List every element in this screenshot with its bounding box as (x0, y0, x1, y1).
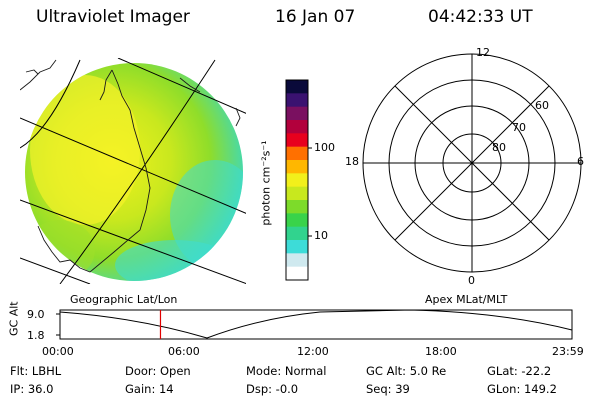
colorbar-segment (286, 253, 308, 268)
x-tick-1200: 12:00 (297, 345, 329, 358)
colorbar-segment (286, 213, 308, 228)
mlt-label-6: 6 (577, 155, 584, 168)
altitude-ymax: 9.0 (27, 308, 45, 321)
polar-plot (362, 53, 582, 273)
lat-label-70: 70 (512, 121, 526, 134)
colorbar-segment (286, 80, 308, 94)
x-tick-0600: 06:00 (168, 345, 200, 358)
x-tick-1800: 18:00 (425, 345, 457, 358)
lat-label-60: 60 (535, 99, 549, 112)
colorbar-segment (286, 106, 308, 121)
altitude-curve (59, 309, 573, 339)
colorbar-segment (286, 226, 308, 241)
gc-alt-info: GC Alt: 5.0 Re (366, 364, 447, 378)
instrument-title: Ultraviolet Imager (36, 7, 190, 27)
altitude-ymin: 1.8 (27, 329, 45, 342)
date-label: 16 Jan 07 (275, 7, 356, 27)
geographic-label: Geographic Lat/Lon (70, 293, 178, 306)
x-tick-2359: 23:59 (552, 345, 584, 358)
time-label: 04:42:33 UT (428, 7, 533, 27)
apex-label: Apex MLat/MLT (425, 293, 508, 306)
x-tick-0000: 00:00 (42, 345, 74, 358)
geographic-grid (20, 58, 246, 284)
filter-info: Flt: LBHL (10, 364, 62, 378)
dsp-info: Dsp: -0.0 (246, 382, 299, 396)
seq-info: Seq: 39 (366, 382, 410, 396)
colorbar-segment (286, 200, 308, 214)
colorbar-segment (286, 120, 308, 134)
colorbar-segment (286, 266, 308, 281)
mlt-label-0: 0 (468, 274, 475, 287)
colorbar-tick-10: 10 (314, 229, 328, 242)
colorbar-segment (286, 133, 308, 148)
colorbar-segment (286, 93, 308, 108)
mlt-label-12: 12 (476, 46, 490, 59)
colorbar-segment (286, 160, 308, 174)
glon-info: GLon: 149.2 (487, 382, 557, 396)
coastline (20, 59, 241, 273)
colorbar-tick-100: 100 (314, 141, 335, 154)
lat-label-80: 80 (492, 141, 506, 154)
mode-info: Mode: Normal (246, 364, 327, 378)
glat-info: GLat: -22.2 (487, 364, 552, 378)
colorbar-segment (286, 240, 308, 254)
uv-earth-disc (25, 63, 243, 281)
ip-info: IP: 36.0 (10, 382, 54, 396)
colorbar-segment (286, 186, 308, 201)
colorbar (285, 79, 312, 281)
altitude-axis-label: GC Alt (7, 301, 21, 336)
mlt-label-18: 18 (345, 155, 359, 168)
gain-info: Gain: 14 (125, 382, 174, 396)
door-info: Door: Open (125, 364, 191, 378)
colorbar-segment (286, 173, 308, 188)
colorbar-segment (286, 146, 308, 161)
altitude-panel (56, 309, 573, 340)
